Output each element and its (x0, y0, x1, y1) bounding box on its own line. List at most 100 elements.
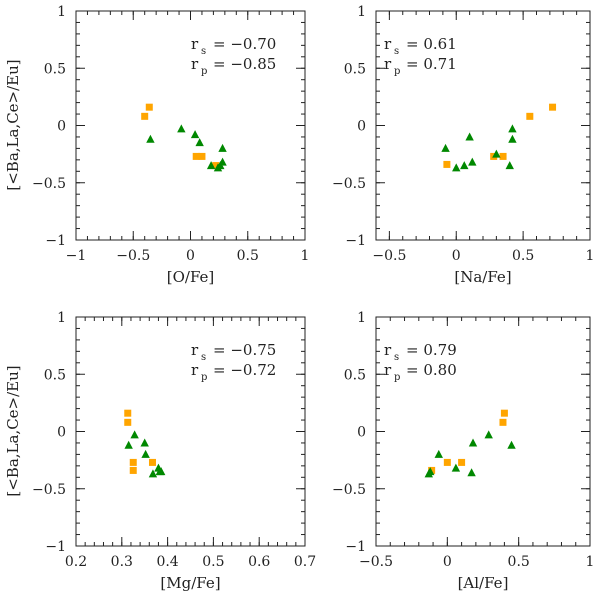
x-tick-label: −0.5 (372, 248, 406, 264)
data-point-square (212, 162, 220, 170)
data-point-triangle (452, 163, 461, 172)
data-point-square (499, 418, 507, 426)
data-point-triangle (465, 132, 474, 141)
data-point-triangle (492, 149, 501, 158)
x-tick-label: 0.3 (111, 554, 133, 570)
data-point-triangle (441, 143, 450, 152)
x-tick-label: 0.4 (156, 554, 178, 570)
stat-rp-value: = −0.85 (213, 55, 276, 73)
y-tick-label: −1 (45, 539, 66, 555)
stat-rs-value: = −0.70 (213, 35, 276, 53)
x-axis-label: [Al/Fe] (458, 574, 509, 592)
stat-rp-value: = −0.72 (213, 361, 276, 379)
data-point-square (148, 458, 156, 466)
data-point-triangle (124, 440, 133, 449)
data-point-square (129, 466, 137, 474)
x-axis-label: [O/Fe] (167, 268, 215, 286)
x-tick-label: 1 (301, 248, 310, 264)
data-point-triangle (508, 134, 517, 143)
data-point-triangle (177, 124, 186, 133)
data-point-triangle (451, 463, 461, 472)
data-point-square (443, 160, 451, 168)
y-tick-label: 1 (57, 310, 66, 326)
data-point-triangle (468, 157, 477, 166)
data-point-triangle (434, 449, 443, 458)
data-point-triangle (216, 161, 225, 170)
data-point-square (549, 103, 557, 111)
data-point-triangle (508, 124, 517, 133)
data-point-triangle (141, 449, 150, 458)
stat-rs-subscript: s (394, 46, 399, 57)
scatter-panel: −1 −0.5 0 0.5 1−1−0.500.51[O/Fe]r s = −0.70r p =… (32, 4, 309, 286)
y-tick-label: 0.5 (44, 367, 66, 383)
x-tick-label: 0 (452, 248, 461, 264)
stat-rp-subscript: p (394, 372, 400, 383)
x-tick-label: 0.2 (65, 554, 87, 570)
x-tick-label: 0.5 (508, 554, 530, 570)
x-tick-label: 0.6 (248, 554, 270, 570)
data-point-square (124, 418, 132, 426)
data-point-square (499, 152, 507, 160)
y-tick-label: 1 (57, 4, 66, 20)
data-point-triangle (484, 430, 493, 439)
x-tick-label: 0.5 (202, 554, 224, 570)
data-point-triangle (190, 130, 200, 139)
data-point-triangle (148, 469, 158, 478)
stat-rs-subscript: s (394, 352, 399, 363)
data-point-triangle (460, 161, 469, 170)
data-point-triangle (426, 467, 435, 476)
x-axis-label: [Mg/Fe] (160, 574, 220, 592)
x-tick-label: 0.5 (237, 248, 259, 264)
stat-rs-symbol: r (384, 35, 392, 53)
y-tick-label: −1 (45, 233, 66, 249)
y-tick-label: −1 (345, 233, 366, 249)
data-point-square (500, 409, 508, 417)
x-tick-label: 1 (586, 248, 595, 264)
y-tick-label: 0 (57, 425, 66, 441)
data-point-triangle (146, 134, 155, 143)
y-tick-label: 0.5 (344, 61, 366, 77)
data-point-triangle (195, 138, 204, 147)
x-tick-label: −1 (66, 248, 87, 264)
data-point-triangle (218, 143, 227, 152)
scatter-panel: −0.5 0 0.5 1−1−0.500.51[Al/Fe]r s = 0.79r p = 0… (332, 310, 594, 592)
scatter-panel: −0.5 0 0.5 1−1−0.500.51[Na/Fe]r s = 0.61r p = 0… (332, 4, 594, 286)
data-point-triangle (130, 430, 139, 439)
stat-rs-symbol: r (384, 341, 392, 359)
data-point-square (458, 458, 466, 466)
x-tick-label: 0.5 (512, 248, 534, 264)
stat-rs-symbol: r (191, 341, 199, 359)
scatter-panel: 0.2 0.3 0.4 0.5 0.6 0.7 −1 −0.5 0 0.5 1 [Mg/Fe] r s = … (32, 310, 316, 592)
y-tick-label: −0.5 (32, 176, 66, 192)
stat-rs-value: = −0.75 (213, 341, 276, 359)
y-tick-label: 0 (357, 425, 366, 441)
data-point-triangle (206, 161, 216, 170)
x-tick-label: 1 (586, 554, 595, 570)
data-point-triangle (140, 438, 149, 447)
data-point-square (141, 112, 149, 120)
data-point-square (145, 103, 153, 111)
stat-rp-subscript: p (394, 66, 400, 77)
ylabel-bottom: [<Ba,La,Ce>/Eu] (4, 365, 22, 496)
stat-rp-value: = 0.80 (406, 361, 457, 379)
y-tick-label: −0.5 (32, 482, 66, 498)
data-point-square (124, 409, 132, 417)
x-tick-label: −0.5 (116, 248, 150, 264)
y-tick-label: −0.5 (332, 482, 366, 498)
data-point-square (443, 458, 451, 466)
stat-rp-symbol: r (384, 361, 392, 379)
ylabel-top: [<Ba,La,Ce>/Eu] (4, 59, 22, 190)
stat-rp-value: = 0.71 (406, 55, 457, 73)
y-tick-label: 0 (57, 119, 66, 135)
stat-rs-subscript: s (201, 352, 206, 363)
x-tick-label: 0 (443, 554, 452, 570)
panels: −1 −0.5 0 0.5 1−1−0.500.51[O/Fe]r s = −0.70r p =… (32, 4, 594, 592)
y-tick-label: 0 (357, 119, 366, 135)
data-point-triangle (468, 438, 478, 447)
data-point-square (129, 458, 137, 466)
y-tick-label: −0.5 (332, 176, 366, 192)
stat-rp-symbol: r (191, 361, 199, 379)
stat-rp-symbol: r (384, 55, 392, 73)
data-point-triangle (505, 161, 514, 170)
data-point-triangle (467, 468, 476, 477)
